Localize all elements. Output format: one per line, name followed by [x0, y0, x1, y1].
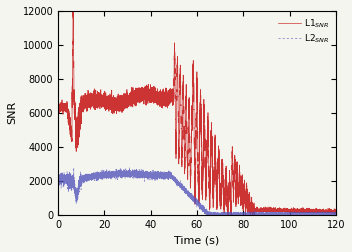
L2$_{SNR}$ — [127, 166, 132, 169]
L1$_{SNR}$ — [305, 209, 309, 212]
L1$_{SNR}$ — [334, 211, 338, 214]
L2$_{SNR}$ — [330, 213, 334, 216]
Line: L2$_{SNR}$: L2$_{SNR}$ — [58, 167, 336, 215]
L2$_{SNR}$ — [204, 213, 208, 216]
L1$_{SNR}$ — [71, 2, 75, 5]
L1$_{SNR}$ — [181, 90, 185, 93]
L1$_{SNR}$ — [56, 105, 60, 108]
X-axis label: Time (s): Time (s) — [174, 235, 220, 245]
L1$_{SNR}$ — [233, 179, 238, 182]
L1$_{SNR}$ — [297, 210, 302, 213]
L2$_{SNR}$ — [305, 212, 309, 215]
Legend: L1$_{SNR}$, L2$_{SNR}$: L1$_{SNR}$, L2$_{SNR}$ — [276, 15, 331, 47]
L2$_{SNR}$ — [297, 212, 302, 215]
L1$_{SNR}$ — [333, 208, 337, 211]
L2$_{SNR}$ — [333, 213, 337, 216]
L2$_{SNR}$ — [233, 212, 238, 215]
L2$_{SNR}$ — [334, 212, 338, 215]
L1$_{SNR}$ — [330, 211, 334, 214]
L2$_{SNR}$ — [56, 178, 60, 181]
Y-axis label: SNR: SNR — [7, 101, 17, 124]
L2$_{SNR}$ — [181, 187, 185, 191]
Line: L1$_{SNR}$: L1$_{SNR}$ — [58, 4, 336, 215]
L1$_{SNR}$ — [225, 213, 230, 216]
